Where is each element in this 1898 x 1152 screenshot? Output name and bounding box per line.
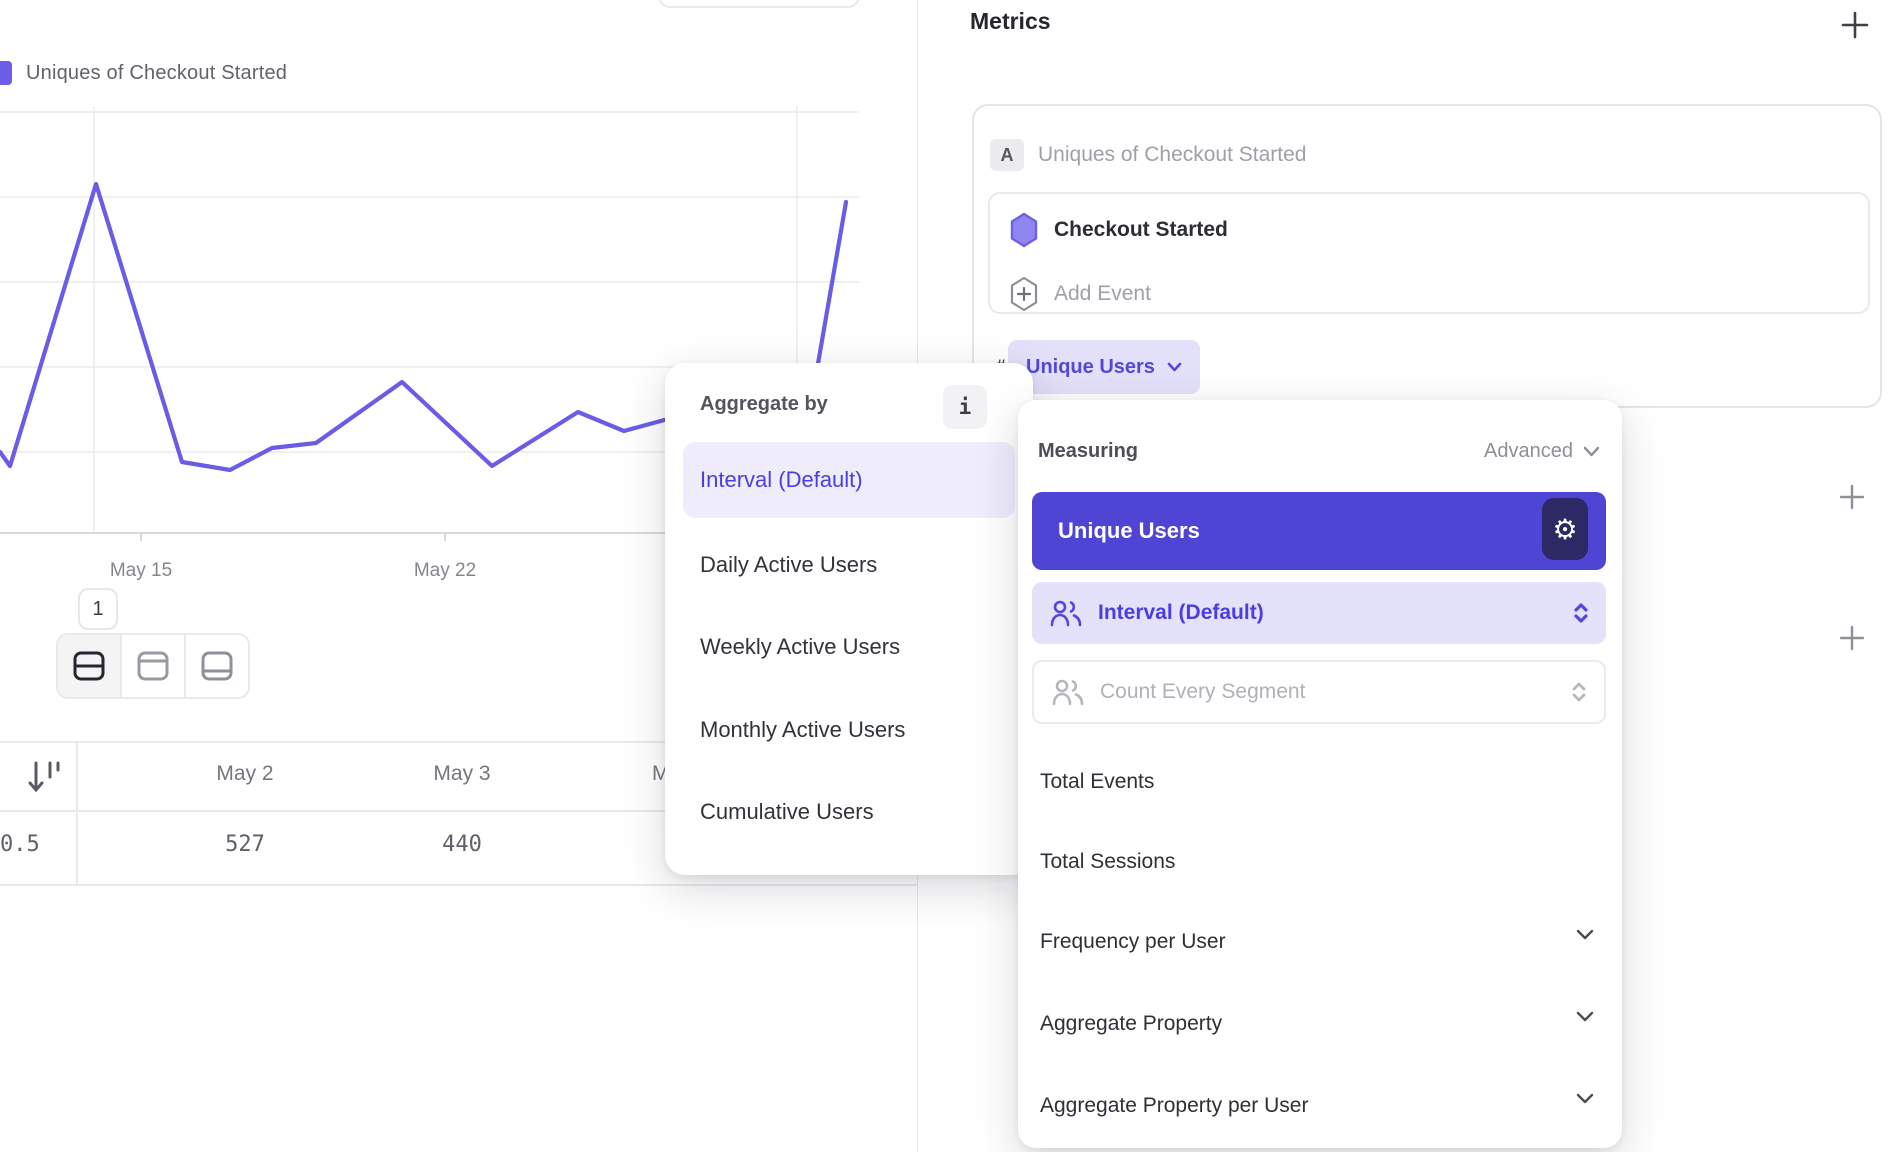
layout-split-horizontal-button[interactable]: [58, 635, 122, 697]
layout-toggle-group: [56, 633, 250, 699]
menu-item-total-events[interactable]: Total Events: [1040, 770, 1155, 793]
table-bottom-border: [0, 884, 918, 886]
measurement-settings-button[interactable]: ⚙: [1542, 498, 1588, 560]
table-header-may2[interactable]: May 2: [216, 762, 274, 785]
menu-item-aggregate-property-per-user[interactable]: Aggregate Property per User: [1040, 1094, 1309, 1117]
measurement-pill-button[interactable]: Unique Users: [1008, 340, 1200, 394]
users-icon: [1052, 679, 1084, 706]
metric-name-label[interactable]: Uniques of Checkout Started: [1038, 143, 1307, 166]
chevron-down-icon: [1583, 446, 1600, 457]
layout-header-top-button[interactable]: [122, 635, 186, 697]
aggregate-option-daily-active-users[interactable]: Daily Active Users: [700, 552, 878, 577]
chevron-down-icon: [1576, 929, 1594, 940]
table-header-may3[interactable]: May 3: [433, 762, 491, 785]
add-event-row[interactable]: Add Event: [1010, 276, 1151, 312]
measurement-pill-label: Unique Users: [1026, 355, 1155, 378]
chevron-down-icon: [1167, 362, 1182, 372]
aggregate-option-monthly-active-users[interactable]: Monthly Active Users: [700, 717, 906, 742]
users-icon: [1050, 600, 1082, 627]
chevron-down-icon: [1576, 1011, 1594, 1022]
advanced-label: Advanced: [1484, 440, 1573, 462]
aggregate-option-weekly-active-users[interactable]: Weekly Active Users: [700, 634, 901, 659]
table-top-border: [0, 741, 918, 743]
table-header-border: [0, 810, 918, 812]
menu-item-aggregate-property[interactable]: Aggregate Property: [1040, 1012, 1223, 1035]
table-cell-may3: 440: [442, 832, 482, 857]
chevron-down-icon: [1576, 1093, 1594, 1104]
aggregate-by-popover: Aggregate by i Interval (Default) Daily …: [665, 363, 1033, 875]
add-event-hexagon-plus-icon: [1010, 276, 1038, 312]
menu-item-total-sessions[interactable]: Total Sessions: [1040, 850, 1176, 873]
add-metric-plus-icon[interactable]: [1840, 10, 1870, 40]
chart-legend[interactable]: Uniques of Checkout Started: [0, 60, 287, 86]
page-number-button[interactable]: 1: [78, 588, 118, 630]
unfold-arrows-icon: [1574, 603, 1588, 623]
measurement-unique-users-selected[interactable]: Unique Users: [1032, 492, 1606, 570]
gear-icon: ⚙: [1552, 513, 1578, 545]
x-axis-label-may22: May 22: [413, 560, 477, 581]
sort-descending-icon[interactable]: [26, 757, 66, 797]
aggregate-by-title: Aggregate by: [700, 393, 828, 415]
legend-color-chip: [0, 61, 12, 85]
event-name-label: Checkout Started: [1054, 218, 1228, 241]
table-cell-may2: 527: [225, 832, 265, 857]
table-cell-clipped-value: 0.5: [0, 832, 40, 857]
metrics-panel-title: Metrics: [970, 8, 1051, 34]
table-column-divider: [76, 741, 78, 886]
header-top-icon: [137, 651, 169, 681]
aggregate-option-interval-selected[interactable]: Interval (Default): [683, 442, 1015, 518]
add-breakdown-plus-icon[interactable]: [1838, 624, 1866, 652]
count-every-segment-selector[interactable]: Count Every Segment: [1032, 660, 1606, 724]
layout-footer-bottom-button[interactable]: [186, 635, 248, 697]
footer-bottom-icon: [201, 651, 233, 681]
event-hexagon-icon: [1010, 212, 1038, 248]
menu-item-frequency-per-user[interactable]: Frequency per User: [1040, 930, 1226, 953]
unique-users-label: Unique Users: [1058, 518, 1200, 543]
split-horizontal-icon: [73, 651, 105, 681]
metric-letter-badge: A: [990, 139, 1024, 171]
interval-selector-label: Interval (Default): [1098, 601, 1264, 624]
event-card: Checkout Started Add Event: [988, 192, 1870, 314]
measuring-popover: Measuring Advanced Unique Users ⚙ Interv: [1018, 400, 1622, 1148]
count-every-segment-label: Count Every Segment: [1100, 680, 1306, 703]
event-row-checkout-started[interactable]: Checkout Started: [1010, 212, 1228, 248]
advanced-mode-toggle[interactable]: Advanced: [1484, 440, 1600, 463]
add-filter-plus-icon[interactable]: [1838, 483, 1866, 511]
add-event-label: Add Event: [1054, 282, 1151, 305]
x-axis-label-may15: May 15: [109, 560, 173, 581]
info-icon[interactable]: i: [943, 385, 987, 429]
metric-card: A Uniques of Checkout Started Checkout S…: [972, 104, 1882, 408]
measuring-title: Measuring: [1038, 440, 1139, 462]
legend-series-label: Uniques of Checkout Started: [26, 61, 288, 84]
aggregate-option-cumulative-users[interactable]: Cumulative Users: [700, 799, 874, 824]
unfold-arrows-icon: [1572, 682, 1586, 702]
interval-selector[interactable]: Interval (Default): [1032, 582, 1606, 644]
